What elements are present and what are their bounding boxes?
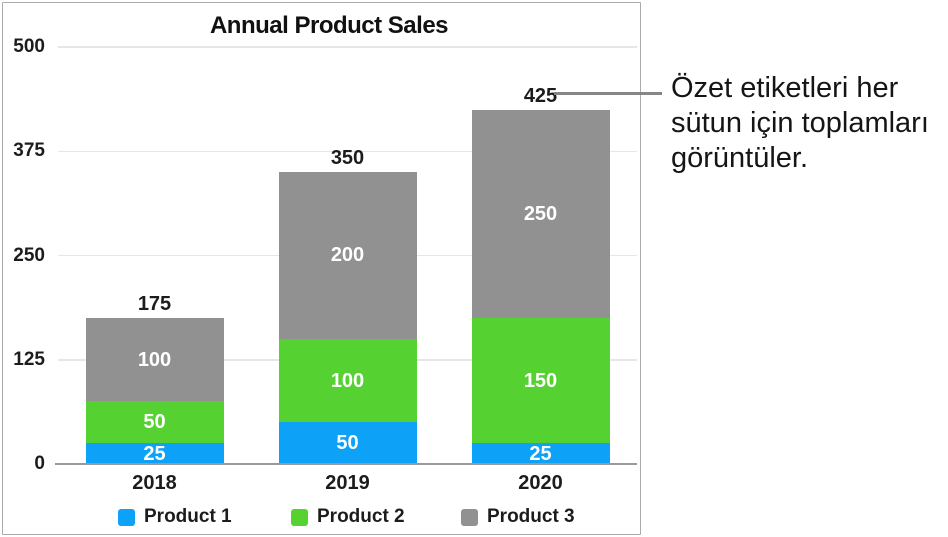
- callout-annotation-text: Özet etiketleri her sütun için toplamlar…: [671, 72, 929, 174]
- bar-segment-2018-product-3[interactable]: 100: [85, 318, 224, 402]
- segment-value-label: 100: [330, 369, 365, 392]
- y-tick-label-500: 500: [13, 36, 45, 57]
- segment-value-label: 50: [143, 411, 166, 434]
- bar-segment-2019-product-3[interactable]: 200: [278, 172, 417, 339]
- x-axis-label-2020: 2020: [518, 472, 563, 494]
- y-tick-label-0: 0: [34, 453, 45, 474]
- segment-value-label: 25: [143, 443, 166, 464]
- bar-segment-2019-product-2[interactable]: 100: [278, 338, 417, 423]
- bar-segment-2020-product-1[interactable]: 25: [471, 443, 610, 464]
- segment-value-label: 150: [523, 369, 558, 392]
- x-axis-label-2019: 2019: [325, 472, 370, 494]
- legend-item-product-2[interactable]: Product 2: [291, 506, 405, 527]
- bar-segment-2020-product-3[interactable]: 250: [471, 109, 610, 319]
- chart-title: Annual Product Sales: [209, 12, 449, 39]
- total-label-2019: 350: [330, 147, 365, 170]
- segment-value-label: 25: [529, 443, 552, 464]
- segment-value-label: 50: [336, 432, 359, 455]
- chart-panel: Annual Product Sales 0 125 250 375 500 25 50 1…: [2, 2, 641, 535]
- total-label-2018: 175: [137, 293, 172, 316]
- legend-label: Product 1: [144, 506, 232, 527]
- x-axis-label-2018: 2018: [132, 472, 177, 494]
- bar-segment-2018-product-2[interactable]: 50: [85, 401, 224, 444]
- legend-label: Product 2: [317, 506, 405, 527]
- segment-value-label: 250: [523, 202, 558, 225]
- total-label-2020: 425: [523, 84, 558, 107]
- callout-connector-line: [554, 92, 662, 95]
- legend-item-product-3[interactable]: Product 3: [461, 506, 575, 527]
- bar-segment-2020-product-2[interactable]: 150: [471, 318, 610, 444]
- segment-value-label: 100: [137, 348, 172, 371]
- legend-item-product-1[interactable]: Product 1: [118, 506, 232, 527]
- legend-swatch-icon: [291, 508, 308, 526]
- legend-swatch-icon: [461, 508, 478, 526]
- y-tick-label-250: 250: [13, 244, 45, 266]
- y-tick-label-375: 375: [13, 140, 45, 162]
- legend-label: Product 3: [487, 506, 575, 527]
- x-axis-line: [55, 463, 637, 465]
- plot-area: 25 50 100 175 50 100 200 350 25 150 250 425: [58, 46, 637, 464]
- segment-value-label: 200: [330, 244, 365, 267]
- gridline-500: [58, 46, 637, 48]
- gridline-375: [58, 150, 637, 152]
- bar-segment-2018-product-1[interactable]: 25: [85, 443, 224, 464]
- legend-swatch-icon: [118, 508, 135, 526]
- y-tick-label-125: 125: [13, 348, 45, 370]
- bar-segment-2019-product-1[interactable]: 50: [278, 422, 417, 464]
